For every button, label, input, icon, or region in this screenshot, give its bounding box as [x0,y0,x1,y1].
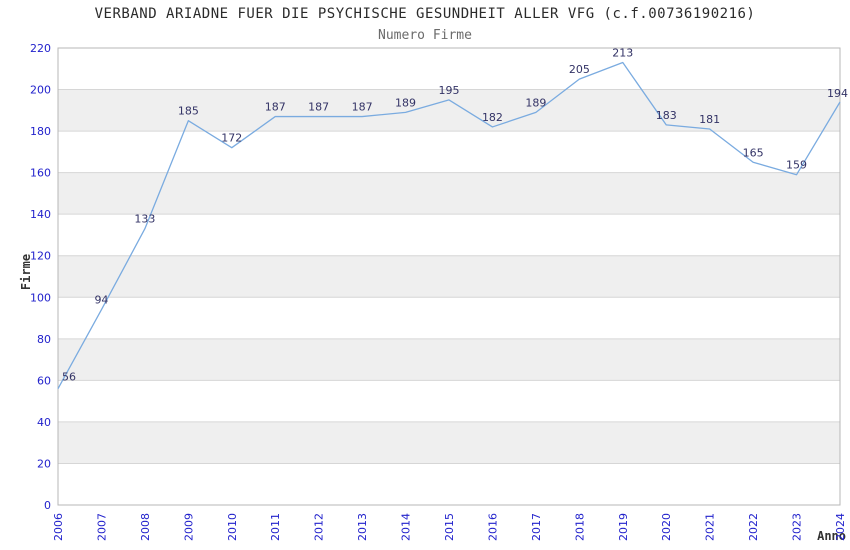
grid-band [58,338,840,381]
x-tick-label: 2008 [139,513,152,541]
y-tick-label: 100 [30,291,51,304]
y-tick-label: 140 [30,208,51,221]
y-tick-label: 80 [37,333,51,346]
y-tick-label: 20 [37,457,51,470]
y-tick-label: 0 [44,499,51,512]
x-tick-label: 2022 [747,513,760,541]
x-tick-label: 2019 [617,513,630,541]
data-point-label: 94 [94,294,108,307]
x-tick-label: 2011 [269,513,282,541]
data-point-label: 182 [482,111,503,124]
data-point-label: 133 [134,213,155,226]
x-tick-label: 2024 [834,513,847,541]
x-tick-label: 2007 [95,513,108,541]
x-tick-label: 2018 [573,513,586,541]
x-tick-label: 2020 [660,513,673,541]
y-tick-label: 220 [30,42,51,55]
x-tick-label: 2009 [182,513,195,541]
data-point-label: 189 [525,96,546,109]
y-tick-label: 40 [37,416,51,429]
x-tick-label: 2016 [486,513,499,541]
data-point-label: 205 [569,63,590,76]
data-point-label: 187 [352,101,373,114]
chart-subtitle: Numero Firme [378,28,472,43]
data-point-label: 159 [786,159,807,172]
data-point-label: 189 [395,96,416,109]
x-axis-title: Anno [817,529,846,543]
data-point-label: 185 [178,105,199,118]
grid-band [58,255,840,298]
x-tick-label: 2010 [226,513,239,541]
data-point-label: 181 [699,113,720,126]
data-point-label: 172 [221,132,242,145]
x-tick-label: 2006 [52,513,65,541]
y-tick-label: 160 [30,167,51,180]
data-point-label: 187 [265,101,286,114]
x-tick-label: 2023 [791,513,804,541]
data-point-label: 183 [656,109,677,122]
y-tick-label: 180 [30,125,51,138]
grid-band [58,421,840,464]
grid-band [58,172,840,215]
y-tick-label: 60 [37,374,51,387]
y-tick-label: 120 [30,250,51,263]
data-point-label: 194 [827,87,848,100]
plot-border [57,47,841,506]
data-point-label: 165 [743,146,764,159]
data-point-label: 56 [62,371,76,384]
data-point-label: 213 [612,47,633,60]
x-tick-label: 2015 [443,513,456,541]
chart-title: VERBAND ARIADNE FUER DIE PSYCHISCHE GESU… [94,6,756,22]
x-tick-label: 2014 [400,513,413,541]
data-point-label: 195 [439,84,460,97]
data-point-label: 187 [308,101,329,114]
x-tick-label: 2017 [530,513,543,541]
data-line [57,61,841,389]
grid-band [58,89,840,132]
y-tick-label: 200 [30,84,51,97]
x-tick-label: 2012 [313,513,326,541]
x-tick-label: 2021 [704,513,717,541]
x-tick-label: 2013 [356,513,369,541]
